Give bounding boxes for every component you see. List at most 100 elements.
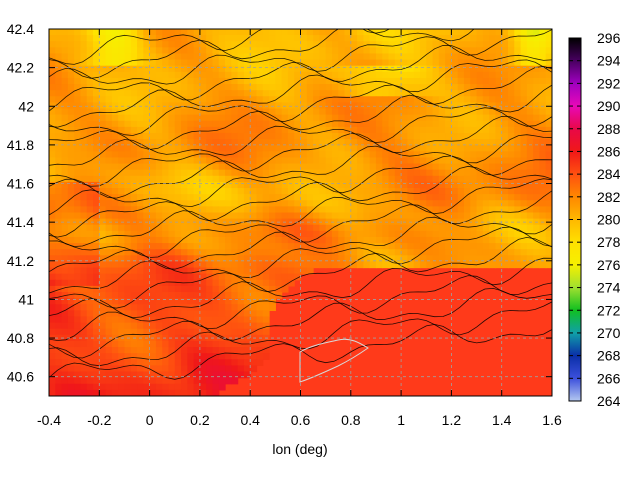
heat-cell bbox=[413, 120, 421, 128]
heat-cell bbox=[143, 353, 151, 360]
heat-cell bbox=[369, 261, 377, 269]
colorbar-tick-label: 286 bbox=[597, 143, 621, 159]
heat-cell bbox=[187, 255, 195, 263]
heat-cell bbox=[181, 41, 188, 48]
heat-cell bbox=[74, 163, 82, 171]
heat-cell bbox=[218, 304, 226, 311]
heat-cell bbox=[143, 365, 151, 373]
heat-cell bbox=[275, 267, 283, 275]
heat-cell bbox=[149, 163, 157, 171]
heat-cell bbox=[262, 285, 270, 293]
heat-cell bbox=[243, 90, 251, 97]
heat-cell bbox=[111, 310, 119, 318]
heat-cell bbox=[55, 292, 63, 299]
heat-cell bbox=[61, 41, 69, 48]
heat-cell bbox=[118, 29, 126, 36]
heat-cell bbox=[256, 139, 264, 146]
heat-cell bbox=[281, 267, 289, 275]
heat-cell bbox=[212, 163, 220, 171]
heat-cell bbox=[401, 243, 408, 250]
heat-cell bbox=[520, 243, 528, 250]
heat-cell bbox=[514, 108, 522, 116]
heat-cell bbox=[199, 322, 207, 330]
heat-cell bbox=[237, 292, 245, 299]
heat-cell bbox=[143, 310, 151, 318]
heat-cell bbox=[432, 163, 440, 171]
heat-cell bbox=[187, 35, 195, 42]
heat-cell bbox=[287, 163, 295, 171]
heat-cell bbox=[363, 151, 371, 159]
heat-cell bbox=[137, 200, 144, 207]
heat-cell bbox=[388, 29, 396, 36]
x-axis-label: lon (deg) bbox=[272, 441, 327, 457]
contour-line bbox=[49, 323, 552, 380]
heat-cell bbox=[218, 181, 226, 189]
heat-cell bbox=[143, 114, 151, 122]
heat-cell bbox=[74, 347, 82, 354]
heat-cell bbox=[432, 188, 440, 195]
heat-cell bbox=[86, 249, 94, 256]
heat-cell bbox=[55, 347, 63, 354]
heat-cell bbox=[149, 194, 157, 201]
heat-cell bbox=[49, 347, 56, 354]
heat-cell bbox=[300, 206, 308, 214]
heat-cell bbox=[55, 84, 63, 91]
heat-cell bbox=[187, 328, 195, 336]
heat-cell bbox=[155, 236, 163, 244]
heat-cell bbox=[539, 236, 547, 244]
heat-cell bbox=[539, 157, 547, 165]
heat-cell bbox=[212, 310, 220, 318]
heat-cell bbox=[275, 279, 283, 287]
contour-line bbox=[49, 134, 552, 199]
heat-cell bbox=[275, 194, 283, 201]
heat-cell bbox=[111, 84, 119, 91]
heat-cell bbox=[413, 261, 421, 269]
heat-cell bbox=[93, 120, 100, 128]
heat-cell bbox=[306, 47, 314, 55]
heat-cell bbox=[243, 126, 251, 134]
heat-cell bbox=[111, 212, 119, 220]
heat-cell bbox=[388, 236, 396, 244]
heat-cell bbox=[193, 132, 201, 140]
heat-cell bbox=[199, 120, 207, 128]
heat-cell bbox=[401, 200, 408, 207]
heat-cell bbox=[199, 236, 207, 244]
heat-cell bbox=[394, 243, 402, 250]
heat-cell bbox=[218, 347, 226, 354]
heat-cell bbox=[457, 230, 465, 238]
heat-cell bbox=[445, 230, 452, 238]
heat-cell bbox=[80, 65, 88, 73]
heat-cell bbox=[124, 65, 132, 73]
heat-cell bbox=[325, 236, 333, 244]
heat-cell bbox=[187, 249, 195, 256]
heat-cell bbox=[55, 310, 63, 318]
heat-cell bbox=[281, 188, 289, 195]
heat-cell bbox=[375, 255, 383, 263]
heat-cell bbox=[99, 261, 107, 269]
heat-cell bbox=[262, 84, 270, 91]
heat-cell bbox=[49, 29, 56, 36]
heat-cell bbox=[143, 328, 151, 336]
heat-cell bbox=[256, 181, 264, 189]
heat-cell bbox=[250, 347, 258, 354]
heat-cell bbox=[501, 90, 509, 97]
heat-cell bbox=[256, 340, 264, 348]
heat-cell bbox=[187, 71, 195, 79]
heat-cell bbox=[495, 181, 503, 189]
heat-cell bbox=[162, 139, 170, 146]
colorbar-tick-label: 292 bbox=[597, 75, 621, 91]
heat-cell bbox=[533, 126, 541, 134]
heat-cell bbox=[401, 29, 408, 36]
heat-cell bbox=[86, 347, 94, 354]
heat-cell bbox=[514, 47, 522, 55]
heat-cell bbox=[489, 59, 497, 67]
heat-cell bbox=[369, 120, 377, 128]
heat-cell bbox=[67, 120, 75, 128]
heat-cell bbox=[501, 163, 509, 171]
heat-cell bbox=[206, 347, 214, 354]
heat-cell bbox=[130, 120, 138, 128]
heat-cell bbox=[193, 304, 201, 311]
heat-cell bbox=[369, 77, 377, 85]
heat-cell bbox=[514, 206, 522, 214]
heat-cell bbox=[287, 169, 295, 177]
